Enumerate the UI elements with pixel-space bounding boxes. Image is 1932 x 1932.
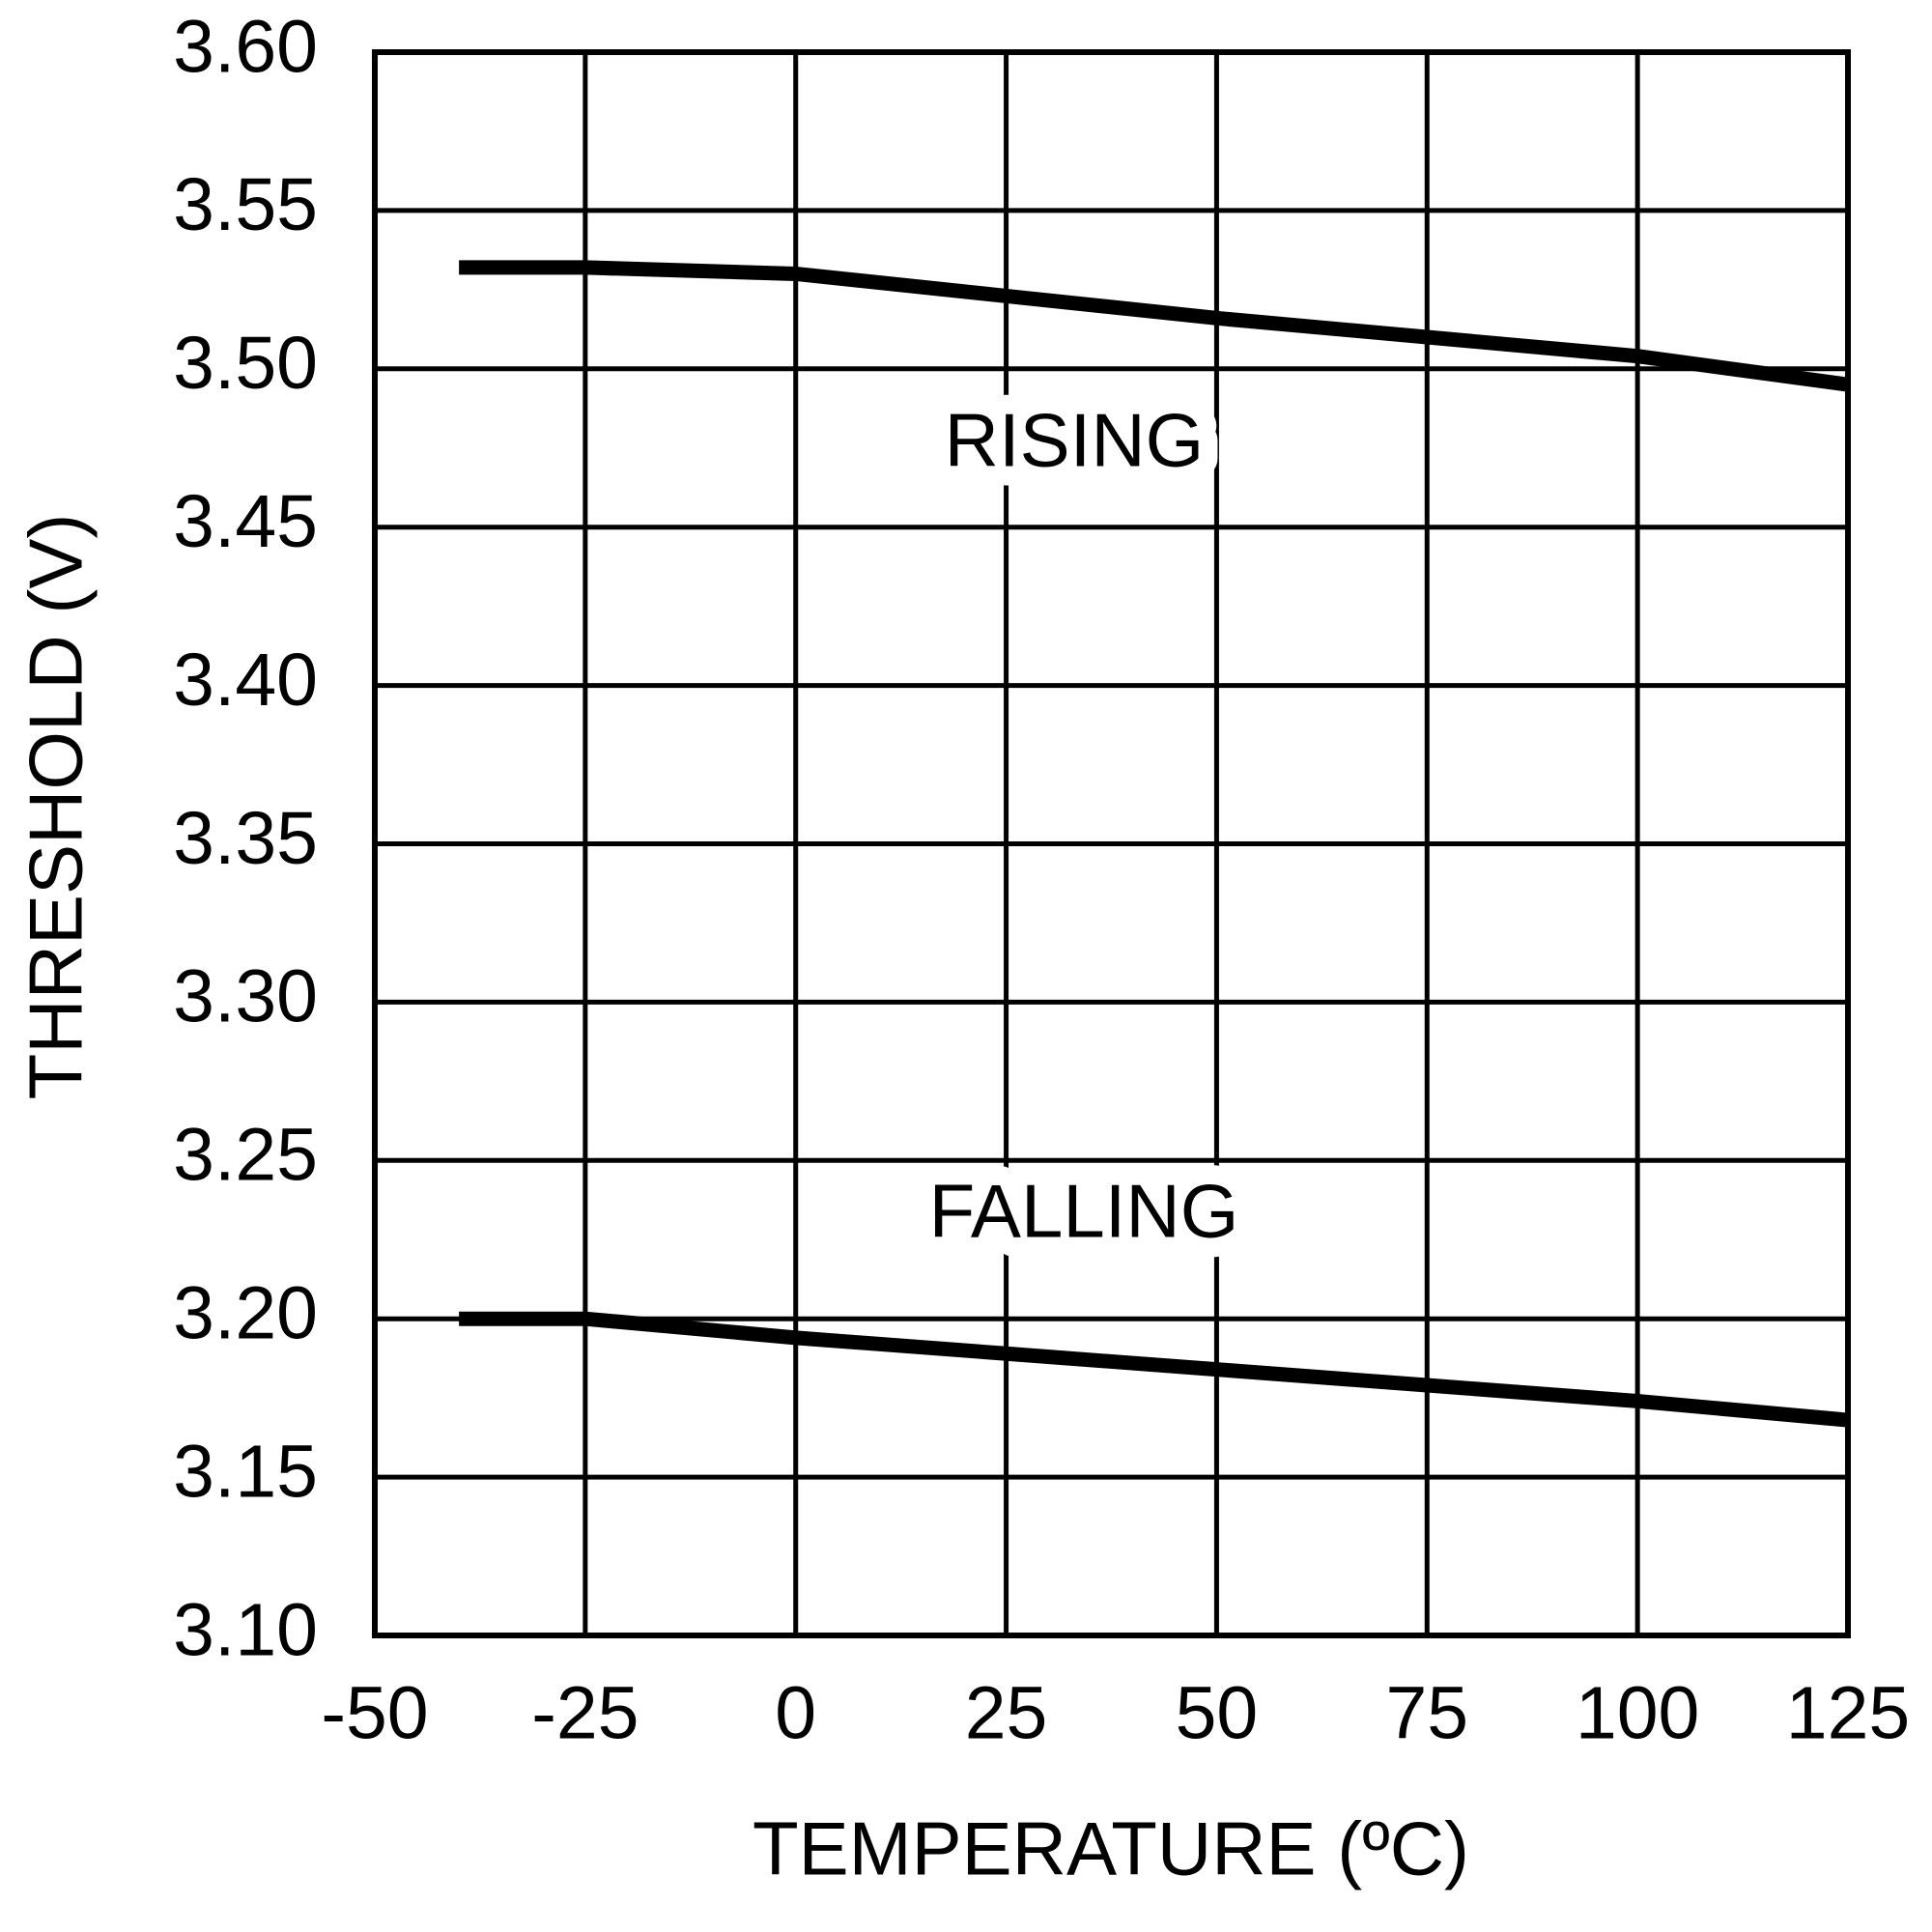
- plot-frame: [372, 49, 1851, 1638]
- y-tick-label: 3.60: [173, 5, 318, 88]
- series-line: [459, 260, 1850, 392]
- y-tick-label: 3.45: [173, 480, 318, 563]
- x-tick-label: 100: [1576, 1671, 1699, 1754]
- y-axis-title: THRESHOLD (V): [14, 514, 99, 1100]
- lines: [459, 260, 1850, 1428]
- x-tick-label: 25: [965, 1671, 1048, 1754]
- x-tick-label: -50: [321, 1671, 428, 1754]
- y-tick-label: 3.40: [173, 639, 318, 722]
- y-tick-label: 3.55: [173, 163, 318, 246]
- x-tick-label: 0: [775, 1671, 816, 1754]
- y-tick-label: 3.20: [173, 1272, 318, 1355]
- y-tick-label: 3.50: [173, 322, 318, 405]
- y-tick-label: 3.15: [173, 1430, 318, 1513]
- labels: 3.10 3.15 3.20 3.25 3.30 3.35 3.40 3.45 3.50 3.55…: [173, 5, 1910, 1754]
- x-axis-title: TEMPERATURE (ºC): [753, 1806, 1469, 1891]
- series-line: [459, 1311, 1849, 1428]
- y-tick-label: 3.30: [173, 955, 318, 1038]
- grid: [372, 49, 1851, 1638]
- annotation: RISING: [945, 398, 1205, 483]
- y-tick-label: 3.10: [173, 1588, 318, 1671]
- y-tick-label: 3.35: [173, 797, 318, 880]
- y-tick-label: 3.25: [173, 1114, 318, 1197]
- x-tick-label: 75: [1385, 1671, 1468, 1754]
- x-tick-label: -25: [531, 1671, 639, 1754]
- annotation: FALLING: [929, 1169, 1239, 1254]
- x-tick-label: 50: [1176, 1671, 1259, 1754]
- x-tick-label: 125: [1786, 1671, 1910, 1754]
